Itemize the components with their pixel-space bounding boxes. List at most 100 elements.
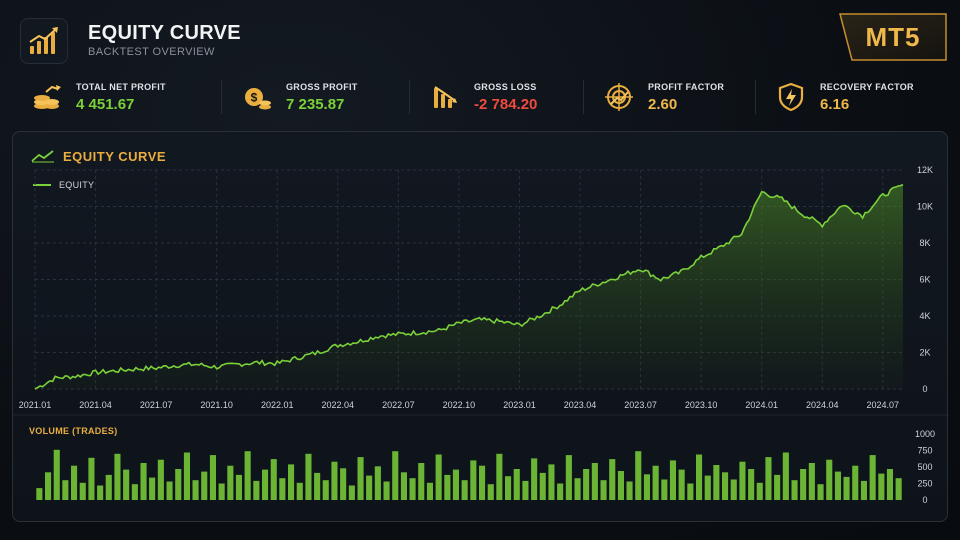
volume-bar: [591, 463, 598, 500]
volume-bar: [678, 469, 685, 500]
x-tick-label: 2021.04: [79, 400, 112, 410]
volume-bar: [800, 469, 807, 500]
volume-bar: [227, 465, 234, 500]
volume-y-tick-label: 1000: [915, 429, 935, 439]
volume-bar: [791, 480, 798, 500]
volume-bar: [539, 472, 546, 500]
x-tick-label: 2024.04: [806, 400, 839, 410]
stat-profit-factor: PROFIT FACTOR 2.60: [584, 66, 756, 128]
x-tick-label: 2022.07: [382, 400, 415, 410]
volume-title: VOLUME (TRADES): [29, 426, 118, 436]
volume-bar: [426, 482, 433, 500]
stat-value: 7 235.87: [286, 95, 345, 113]
volume-bar: [348, 485, 355, 500]
volume-bar: [235, 474, 242, 500]
platform-badge: MT5: [838, 12, 948, 62]
x-tick-label: 2022.01: [261, 400, 294, 410]
volume-bar: [400, 472, 407, 500]
y-tick-label: 12K: [917, 165, 933, 175]
volume-bar: [253, 480, 260, 500]
volume-bar: [97, 485, 104, 500]
stat-label: GROSS PROFIT: [286, 81, 358, 92]
equity-line: [34, 183, 904, 390]
volume-bar: [322, 480, 329, 500]
volume-bar: [669, 460, 676, 500]
volume-bar: [79, 482, 86, 500]
volume-bar: [843, 476, 850, 500]
y-tick-label: 10K: [917, 202, 933, 212]
volume-bar: [244, 451, 251, 500]
volume-bar: [452, 469, 459, 500]
volume-bar: [748, 469, 755, 500]
divider: [409, 80, 410, 114]
target-icon: [605, 83, 633, 111]
volume-bar: [704, 475, 711, 500]
volume-bar: [305, 453, 312, 500]
volume-bar: [869, 455, 876, 500]
volume-bar: [860, 480, 867, 500]
volume-bar: [331, 461, 338, 500]
x-tick-label: 2023.07: [624, 400, 657, 410]
y-tick-label: 4K: [919, 311, 930, 321]
volume-bar: [643, 474, 650, 500]
volume-bar: [166, 481, 173, 500]
volume-bar: [808, 463, 815, 500]
chart-legend: EQUITY: [33, 180, 94, 190]
volume-bar: [201, 471, 208, 500]
volume-bar: [340, 468, 347, 500]
x-tick-label: 2021.01: [19, 400, 52, 410]
svg-text:$: $: [251, 91, 258, 105]
volume-bar: [782, 452, 789, 500]
volume-bar: [696, 454, 703, 500]
volume-bar: [53, 449, 60, 500]
volume-bar: [45, 472, 52, 500]
volume-bar: [262, 469, 269, 500]
volume-bar: [878, 473, 885, 500]
equity-area: [35, 184, 903, 389]
volume-bar: [209, 455, 216, 500]
volume-bar: [600, 480, 607, 500]
volume-bar: [123, 469, 130, 500]
volume-bar: [609, 459, 616, 500]
volume-bar: [383, 481, 390, 500]
volume-bar: [730, 479, 737, 500]
x-tick-label: 2023.04: [564, 400, 597, 410]
volume-bar: [531, 458, 538, 500]
volume-bar: [826, 459, 833, 500]
stat-gross-profit: $ GROSS PROFIT 7 235.87: [222, 66, 410, 128]
volume-bar: [288, 464, 295, 500]
stat-gross-loss: GROSS LOSS -2 784.20: [410, 66, 584, 128]
volume-bar: [652, 465, 659, 500]
volume-bar: [175, 469, 182, 500]
volume-bar: [739, 461, 746, 500]
volume-bar: [461, 480, 468, 500]
volume-bar: [392, 451, 399, 500]
volume-bar: [557, 483, 564, 500]
volume-bar: [357, 457, 364, 500]
volume-bar: [886, 469, 893, 500]
volume-bar: [617, 471, 624, 500]
volume-bar: [114, 453, 121, 500]
volume-bar: [192, 480, 199, 500]
x-tick-label: 2023.10: [685, 400, 718, 410]
volume-bar: [218, 483, 225, 500]
volume-bar: [36, 488, 43, 500]
volume-bar: [765, 457, 772, 500]
volume-bar: [409, 478, 416, 500]
y-tick-label: 6K: [919, 275, 930, 285]
trend-up-icon: [31, 150, 54, 163]
volume-bar: [756, 482, 763, 500]
volume-bar: [895, 478, 902, 500]
stat-value: 2.60: [648, 95, 678, 113]
divider: [755, 80, 756, 114]
stat-value: -2 784.20: [474, 95, 538, 113]
platform-badge-label: MT5: [865, 21, 921, 52]
stat-value: 6.16: [820, 95, 850, 113]
money-bag-icon: $: [245, 88, 271, 110]
volume-bar: [418, 463, 425, 500]
volume-bar: [149, 477, 156, 500]
volume-bar: [62, 480, 69, 500]
volume-bar: [88, 457, 95, 500]
volume-bar: [296, 482, 303, 500]
volume-bar: [548, 464, 555, 500]
